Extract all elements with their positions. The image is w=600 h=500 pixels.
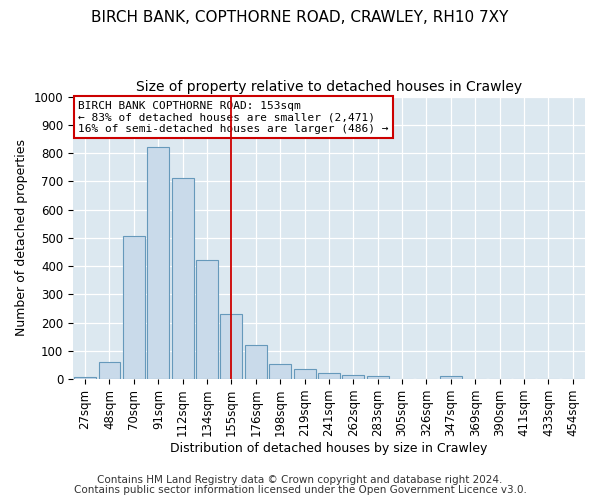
Bar: [318, 374, 340, 379]
Text: Contains public sector information licensed under the Open Government Licence v3: Contains public sector information licen…: [74, 485, 526, 495]
Bar: [343, 376, 364, 379]
Bar: [269, 364, 291, 379]
Bar: [123, 236, 145, 379]
Text: BIRCH BANK, COPTHORNE ROAD, CRAWLEY, RH10 7XY: BIRCH BANK, COPTHORNE ROAD, CRAWLEY, RH1…: [91, 10, 509, 25]
Text: Contains HM Land Registry data © Crown copyright and database right 2024.: Contains HM Land Registry data © Crown c…: [97, 475, 503, 485]
Y-axis label: Number of detached properties: Number of detached properties: [15, 140, 28, 336]
Bar: [147, 148, 169, 379]
Title: Size of property relative to detached houses in Crawley: Size of property relative to detached ho…: [136, 80, 522, 94]
Bar: [293, 369, 316, 379]
Bar: [220, 314, 242, 379]
Bar: [98, 362, 121, 379]
Bar: [196, 260, 218, 379]
Text: BIRCH BANK COPTHORNE ROAD: 153sqm
← 83% of detached houses are smaller (2,471)
1: BIRCH BANK COPTHORNE ROAD: 153sqm ← 83% …: [78, 101, 389, 134]
Bar: [74, 377, 96, 379]
Bar: [367, 376, 389, 379]
Bar: [440, 376, 462, 379]
Bar: [172, 178, 194, 379]
Bar: [245, 345, 267, 379]
X-axis label: Distribution of detached houses by size in Crawley: Distribution of detached houses by size …: [170, 442, 488, 455]
